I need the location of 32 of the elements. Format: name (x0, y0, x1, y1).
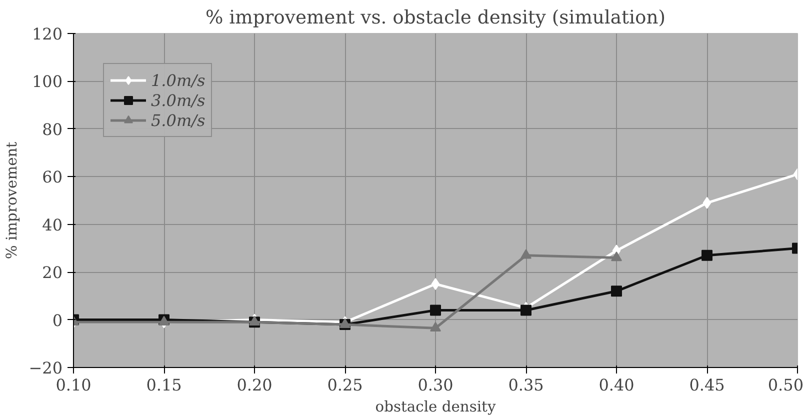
y-tick-label: 20 (42, 263, 62, 282)
x-tick-label: 0.30 (418, 376, 454, 394)
point (520, 249, 532, 259)
y-tick-label: 60 (42, 168, 62, 187)
x-tick-label: 0.40 (598, 376, 634, 394)
x-tick-label: 0.20 (236, 376, 272, 394)
point (430, 322, 441, 332)
y-tick-label: 100 (32, 72, 63, 92)
y-axis-title: % improvement (4, 142, 21, 260)
y-tick-label: −20 (28, 358, 62, 378)
chart-title: % improvement vs. obstacle density (simulation) (206, 8, 666, 28)
x-tick-label: 0.45 (689, 376, 725, 394)
legend-label: 3.0m/s (151, 90, 206, 110)
point (520, 304, 532, 316)
legend-label: 5.0m/s (151, 110, 206, 130)
x-tick-label: 0.35 (508, 376, 544, 394)
point (611, 286, 622, 297)
point (431, 278, 440, 290)
y-tick-label: 0 (52, 310, 63, 330)
point (702, 250, 712, 261)
legend-label: 1.0m/s (151, 70, 206, 90)
point (702, 196, 712, 209)
x-tick-label: 0.25 (327, 376, 363, 394)
x-tick-label: 0.50 (768, 376, 803, 394)
x-axis-title: obstacle density (375, 398, 496, 416)
y-tick-label: 40 (42, 215, 62, 234)
point (611, 251, 622, 262)
y-tick-label: 120 (32, 24, 63, 44)
x-tick-label: 0.10 (56, 376, 92, 394)
x-tick-label: 0.15 (146, 376, 182, 394)
y-tick-label: 80 (42, 120, 62, 139)
point (430, 304, 441, 316)
